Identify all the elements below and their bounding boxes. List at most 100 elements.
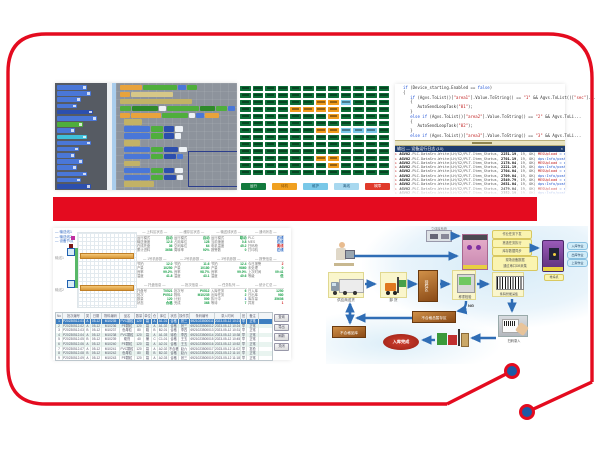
code-token: (Agvs.ToList()[: [415, 94, 454, 100]
palette-block: [57, 103, 77, 109]
block-value: 3658: [165, 247, 173, 252]
block-value: 41.8: [166, 274, 173, 279]
layout-grid: [77, 232, 137, 308]
legend-item: 离线: [334, 183, 359, 190]
block-segment: [158, 105, 167, 112]
palette-block: [57, 134, 87, 140]
status-cell: [302, 163, 314, 168]
palette-block: [57, 153, 75, 158]
status-cell: [315, 170, 327, 175]
status-cell: [290, 170, 301, 175]
status-cell: [290, 156, 301, 161]
block-row: 周转率 92%: [174, 248, 210, 252]
status-cell: [353, 163, 364, 168]
status-block: — 统计汇总 — 日入库 1250 日出库 980 库存量 35608 异常 1: [248, 283, 284, 308]
block-row: [124, 140, 235, 146]
palette-block: [57, 128, 75, 133]
status-cell: [328, 163, 339, 168]
status-cell: [252, 135, 264, 140]
action-button: 关闭: [274, 343, 289, 351]
code-token: "1": [523, 94, 531, 100]
table-cell: P20230512-09: [63, 355, 85, 361]
status-cell: [328, 135, 339, 140]
status-cell: [378, 170, 390, 175]
status-cell: [290, 128, 301, 133]
status-cell: [290, 114, 301, 119]
palette-block: [57, 165, 77, 171]
status-cell: [378, 100, 390, 105]
status-cell: [240, 93, 251, 98]
block-segment: [151, 167, 163, 174]
status-block: — 批次信息 — 批次号 P0512 物料 M10235 计划 500 完成 368: [174, 283, 210, 308]
table-row: 9 P20230512-09 A 05-12 M10243 PE颗粒 120 袋 A A2-03 合…: [56, 355, 272, 361]
status-cell: [365, 170, 377, 175]
status-cell: [315, 163, 327, 168]
status-cell: [252, 100, 264, 105]
status-cell: [290, 93, 301, 98]
code-token: ].Value.ToString() ==: [482, 113, 536, 119]
palette-block: [57, 184, 91, 189]
code-token: "2": [535, 113, 543, 119]
table-cell: A2-03: [158, 355, 169, 361]
status-cell: [328, 170, 339, 175]
status-cell: [290, 163, 301, 168]
status-cell: [252, 128, 264, 133]
status-cell: [353, 156, 364, 161]
status-cell: [277, 100, 289, 105]
block-segment: [199, 105, 215, 112]
palette-block: [57, 146, 79, 152]
status-cell: [315, 149, 327, 154]
block-row: 打印机 在线: [248, 248, 284, 252]
block-row: 累计进料 3658: [137, 248, 173, 252]
block-segment: [143, 85, 177, 91]
block-label: 等级: [248, 274, 255, 279]
status-cell: [265, 86, 276, 91]
status-cell: [252, 170, 264, 175]
conveyor-bar: [80, 253, 134, 259]
status-cell: [252, 86, 264, 91]
table-cell: 张三: [179, 355, 190, 361]
block-segment: [132, 105, 158, 112]
station-icon: [67, 280, 75, 288]
block-segment: [179, 147, 187, 153]
block-segment: [177, 153, 183, 160]
status-cell: [302, 100, 314, 105]
palette-block: [57, 109, 93, 115]
status-cell: [353, 100, 364, 105]
code-token: "01": [458, 104, 469, 110]
status-block: — 1号机参数 — 节拍 12.0 产量 10250 良率 99.2% 温度 41.8: [137, 257, 173, 282]
block-segment: [178, 85, 186, 91]
block-row: [124, 133, 235, 139]
status-cell: [315, 142, 327, 147]
status-cell: [328, 114, 339, 119]
status-cell: [365, 86, 377, 91]
block-segment: [215, 105, 227, 112]
search-button: 查询: [274, 314, 289, 322]
status-cell: [315, 100, 327, 105]
code-token: "3": [535, 132, 543, 138]
block-segment: [124, 147, 150, 153]
status-cell: [353, 170, 364, 175]
palette-block: [57, 159, 83, 164]
status-cell: [340, 114, 352, 119]
status-block: — 2号机参数 — 节拍 11.6 产量 10180 良率 98.7% 温度 43.1: [174, 257, 210, 282]
code-editor-panel: if (Device_starting.Enabled == false){ i…: [395, 84, 596, 196]
status-cell: [340, 135, 352, 140]
status-cell: [240, 142, 251, 147]
status-cell: [328, 142, 339, 147]
status-block: — 任务队列 — 入库任务 6 出库任务 2 执行中 1 等待 7: [211, 283, 247, 308]
status-cell: [240, 107, 251, 112]
block-label: 温度: [174, 274, 181, 279]
status-cell: [378, 156, 390, 161]
status-cell: [277, 86, 289, 91]
status-cell: [353, 93, 364, 98]
status-cell: [328, 121, 339, 126]
status-cell: [365, 156, 377, 161]
palette-block: [57, 140, 91, 146]
code-token: && Agvs.ToLi...: [542, 113, 582, 119]
block-segment: [124, 119, 142, 125]
conveyor-bar: [80, 285, 134, 291]
status-cell: [265, 156, 276, 161]
status-cell: [378, 121, 390, 126]
